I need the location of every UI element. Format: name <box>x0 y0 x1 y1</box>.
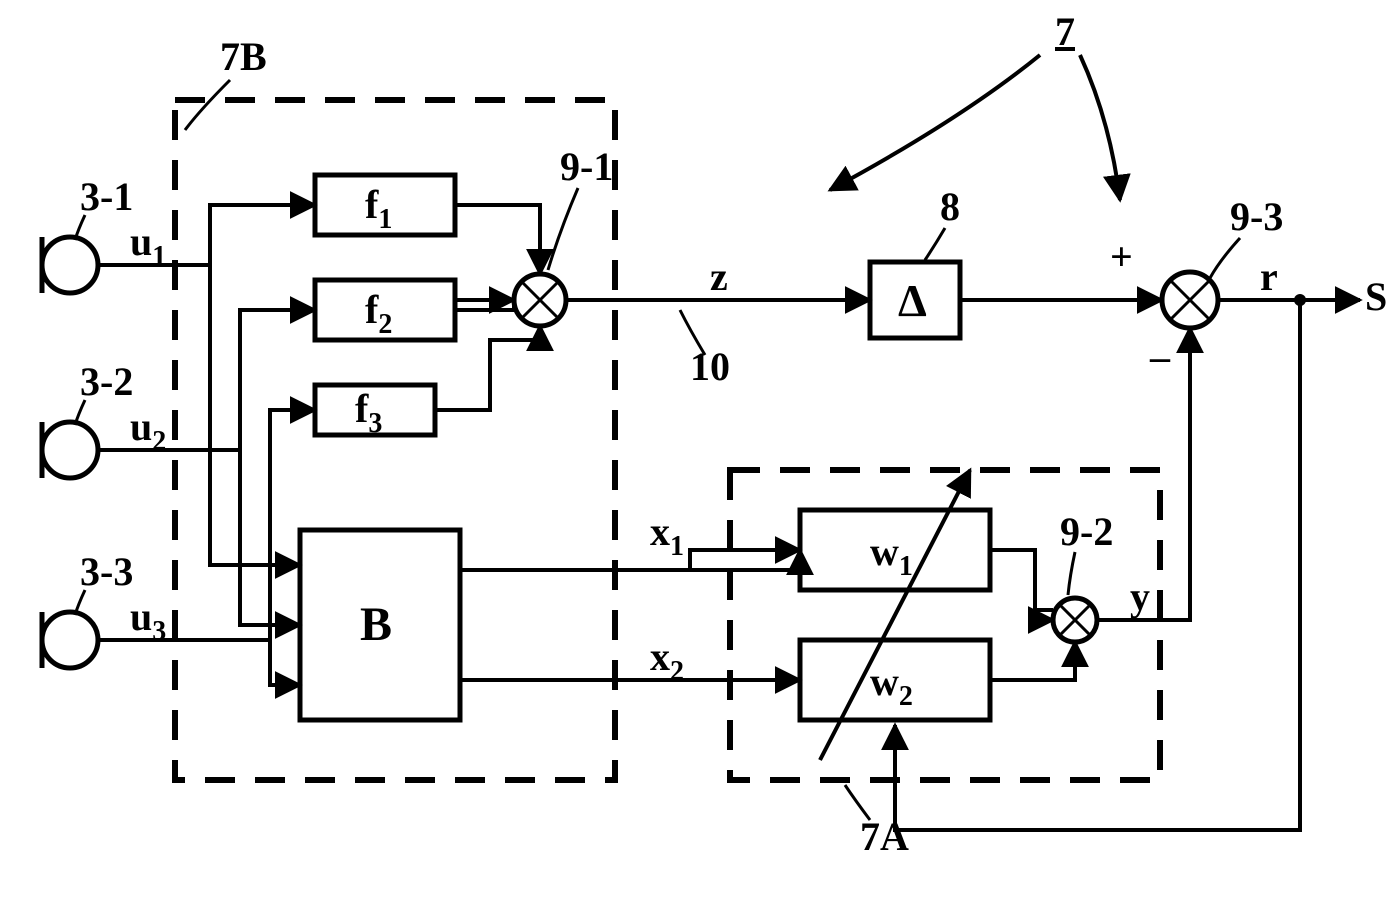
block-f1: f1 <box>315 175 455 235</box>
input-2: 3-2 u2 <box>42 359 166 478</box>
label-8: 8 <box>940 184 960 229</box>
svg-text:f3: f3 <box>355 386 382 439</box>
ref-7-label: 7 <box>1055 9 1075 54</box>
svg-text:Δ: Δ <box>898 275 927 326</box>
label-9-2: 9-2 <box>1060 509 1113 554</box>
block-b: B <box>300 530 460 720</box>
label-9-1: 9-1 <box>560 144 613 189</box>
svg-text:w2: w2 <box>870 659 913 712</box>
label-3-2: 3-2 <box>80 359 133 404</box>
block-diagram: 7 7B 3-1 u1 3-2 u2 3-3 u3 <box>0 0 1393 913</box>
label-3-3: 3-3 <box>80 549 133 594</box>
input-3: 3-3 u3 <box>42 549 166 668</box>
svg-text:w1: w1 <box>870 529 913 582</box>
label-r: r <box>1260 254 1278 299</box>
block-w2: w2 <box>800 640 990 720</box>
label-x1: x1 <box>650 509 684 562</box>
label-3-1: 3-1 <box>80 174 133 219</box>
block-f2: f2 <box>315 280 455 340</box>
input-1: 3-1 u1 <box>42 174 166 293</box>
label-9-3: 9-3 <box>1230 194 1283 239</box>
svg-text:f1: f1 <box>365 182 392 235</box>
label-7a: 7A <box>860 814 909 859</box>
label-10: 10 <box>690 344 730 389</box>
label-y: y <box>1130 574 1150 619</box>
block-w1: w1 <box>800 510 990 590</box>
block-f3: f3 <box>315 385 435 439</box>
plus-sign: + <box>1110 234 1133 279</box>
minus-sign: – <box>1149 334 1171 379</box>
label-z: z <box>710 254 728 299</box>
svg-text:f2: f2 <box>365 287 392 340</box>
label-7b: 7B <box>220 34 267 79</box>
ref-7: 7 <box>830 9 1120 200</box>
sum-9-2: 9-2 <box>1053 509 1113 642</box>
label-s: S <box>1365 274 1387 319</box>
block-delta: Δ 8 <box>870 184 960 338</box>
svg-text:B: B <box>360 598 392 651</box>
